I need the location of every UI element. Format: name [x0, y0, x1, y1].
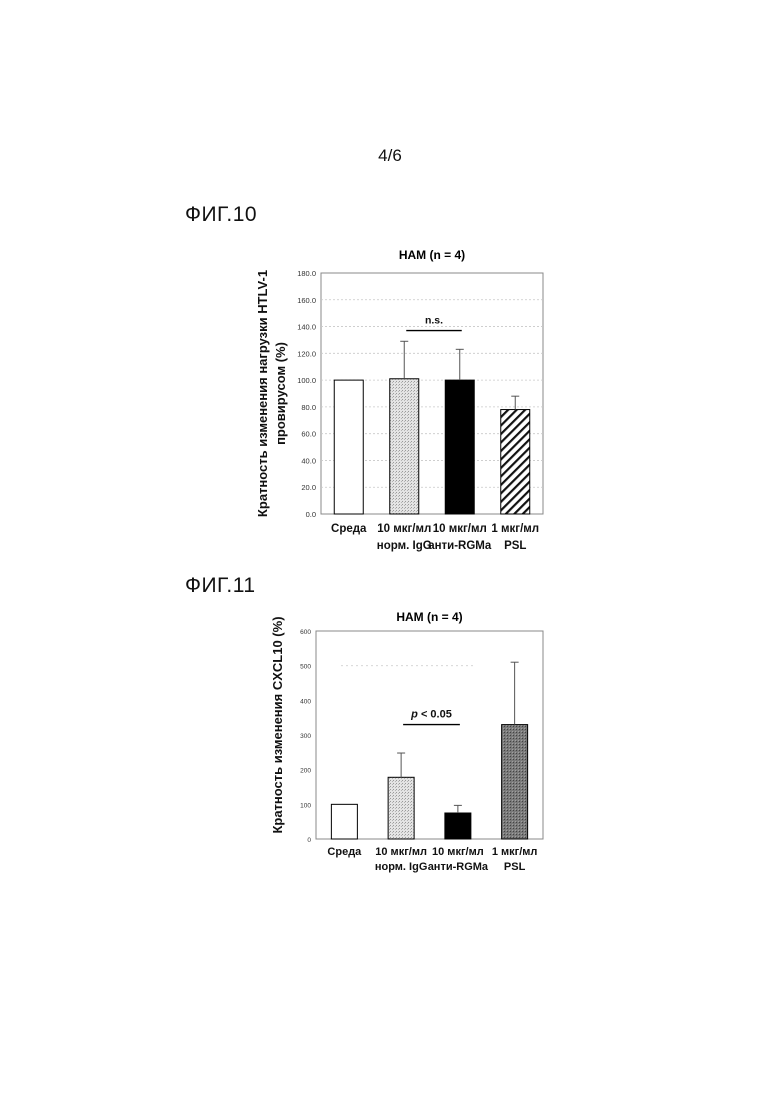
- fig11-x-category-label: 10 мкг/мл: [432, 846, 484, 858]
- fig11-plot-frame: [315, 630, 544, 840]
- fig10-y-tick-label: 20.0: [301, 483, 316, 492]
- fig10-y-tick-label: 120.0: [297, 349, 316, 358]
- fig11-y-tick-label: 0: [307, 837, 311, 844]
- figure-11-label: ФИГ.11: [185, 574, 256, 597]
- fig11-y-tick-label: 200: [300, 768, 311, 775]
- fig11-x-category-label: Среда: [327, 846, 362, 858]
- fig11-y-tick-label: 100: [300, 802, 311, 809]
- fig11-x-category-label: 10 мкг/мл: [375, 846, 427, 858]
- fig10-x-category-label: норм. IgG: [377, 540, 432, 552]
- fig11-y-tick-label: 600: [300, 629, 311, 636]
- page-number: 4/6: [378, 146, 402, 165]
- fig10-x-category-label: 10 мкг/мл: [433, 523, 487, 535]
- fig10-x-category-label: 1 мкг/мл: [491, 523, 539, 535]
- fig10-bar-2: [444, 379, 475, 515]
- fig11-bar-2: [444, 812, 472, 840]
- fig10-y-tick-label: 160.0: [297, 296, 316, 305]
- chart-fig10: 0.0 20.0 40.0 60.0 80.0 100.0 120.0 140.0 160.0 1…: [255, 248, 544, 552]
- fig10-significance-label: n.s.: [425, 315, 443, 327]
- fig10-plot-frame: [320, 272, 544, 515]
- fig10-x-category-label: 10 мкг/мл: [377, 523, 431, 535]
- fig10-y-tick-label: 40.0: [301, 456, 316, 465]
- fig11-bar-1: [387, 776, 415, 840]
- fig10-bar-3: [500, 409, 531, 515]
- chart-fig11: 0 100 200 300 400 500 600 HAM (n = 4) Кратность …: [270, 610, 544, 873]
- fig11-chart-title: HAM (n = 4): [396, 610, 462, 624]
- fig11-y-tick-label: 400: [300, 698, 311, 705]
- fig10-x-category-label: анти-RGMa: [428, 540, 492, 552]
- fig10-y-axis-label: Кратность изменения нагрузки HTLV-1: [255, 270, 270, 517]
- fig10-chart-title: HAM (n = 4): [399, 248, 465, 262]
- fig10-y-axis-label: провирусом (%): [273, 342, 288, 445]
- fig10-bar-0: [333, 379, 364, 515]
- fig11-y-axis-label: Кратность изменения CXCL10 (%): [270, 616, 285, 833]
- fig10-y-tick-label: 0.0: [306, 510, 316, 519]
- fig11-y-tick-label: 300: [300, 733, 311, 740]
- fig11-x-category-label: анти-RGMa: [428, 861, 489, 873]
- fig11-x-category-label: норм. IgG: [375, 861, 428, 873]
- fig10-x-category-label: Среда: [331, 523, 367, 535]
- fig10-y-tick-label: 100.0: [297, 376, 316, 385]
- fig10-y-tick-label: 180.0: [297, 269, 316, 278]
- fig10-x-category-label: PSL: [504, 540, 526, 552]
- fig11-bar-0: [330, 803, 358, 840]
- fig10-bar-1: [389, 378, 420, 515]
- fig11-bar-3: [501, 724, 529, 840]
- figure-10-label: ФИГ.10: [185, 203, 258, 226]
- fig11-x-category-label: 1 мкг/мл: [492, 846, 538, 858]
- fig11-x-category-label: PSL: [504, 861, 526, 873]
- fig10-y-tick-label: 60.0: [301, 430, 316, 439]
- fig11-y-tick-label: 500: [300, 664, 311, 671]
- fig10-y-tick-label: 80.0: [301, 403, 316, 412]
- fig11-significance-label: p < 0.05: [410, 709, 452, 721]
- fig10-y-tick-label: 140.0: [297, 323, 316, 332]
